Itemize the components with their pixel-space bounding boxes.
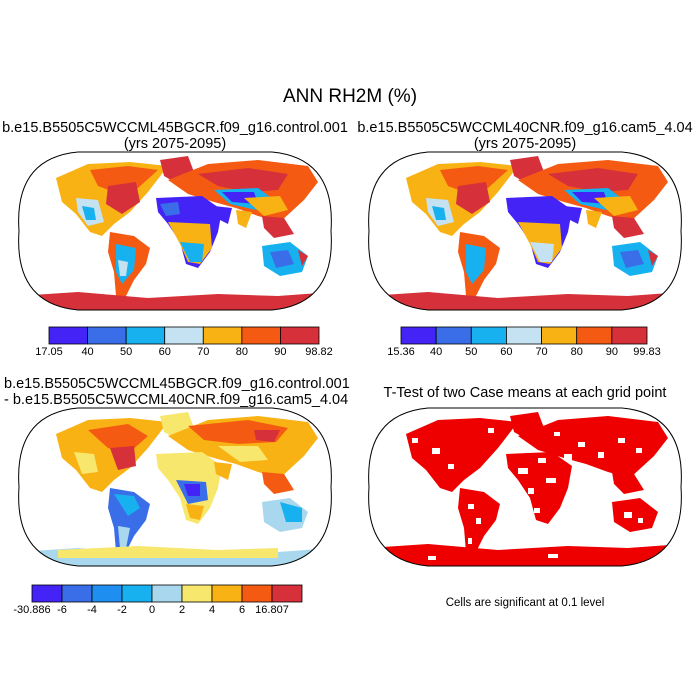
colorbar-swatch bbox=[61, 584, 93, 603]
colorbar-tick-label: 15.36 bbox=[387, 346, 415, 358]
australia-region bbox=[612, 498, 658, 532]
colorbar-tick-label: 80 bbox=[236, 346, 248, 358]
colorbar-swatch bbox=[611, 326, 648, 345]
panel1-field bbox=[18, 152, 332, 310]
colorbar-tick-label: 6 bbox=[239, 604, 245, 616]
south-america-region bbox=[108, 488, 150, 556]
colorbar-swatch bbox=[121, 584, 153, 603]
panel4-title: T-Test of two Case means at each grid po… bbox=[350, 385, 700, 401]
colorbar-swatch bbox=[241, 326, 281, 345]
colorbar-swatch bbox=[211, 584, 243, 603]
panel3-map bbox=[18, 407, 332, 567]
colorbar-tick-label: 40 bbox=[430, 346, 442, 358]
panel1-title-line2: (yrs 2075-2095) bbox=[123, 136, 227, 152]
colorbar-swatch bbox=[31, 584, 63, 603]
colorbar-swatch bbox=[48, 326, 88, 345]
colorbar-swatch bbox=[506, 326, 542, 345]
colorbar-swatch bbox=[164, 326, 204, 345]
colorbar-swatch bbox=[435, 326, 472, 345]
non-significant-patches bbox=[412, 428, 643, 560]
panel3-field bbox=[18, 408, 332, 566]
panel2-title: b.e15.B5505C5WCCML40CNR.f09_g16.cam5_4.0… bbox=[350, 120, 700, 152]
colorbar-tick-label: 99.83 bbox=[633, 346, 661, 358]
colorbar-tick-label: -30.886 bbox=[13, 604, 50, 616]
colorbar-swatch bbox=[151, 584, 183, 603]
north-america-region bbox=[406, 418, 518, 492]
colorbar-tick-label: 17.05 bbox=[35, 346, 63, 358]
panel4-title-line1: T-Test of two Case means at each grid po… bbox=[383, 385, 667, 401]
figure-title: ANN RH2M (%) bbox=[282, 86, 418, 107]
panel1-colorbar: 17.05 40 50 60 70 80 90 98.82 bbox=[35, 326, 333, 358]
panel3-title-line2: - b.e15.B5505C5WCCML40CNR.f09_g16.cam5_4… bbox=[4, 392, 349, 408]
colorbar-swatch bbox=[470, 326, 507, 345]
panel2-map bbox=[368, 151, 682, 311]
colorbar-swatch bbox=[87, 326, 127, 345]
colorbar-tick-label: 16.807 bbox=[255, 604, 289, 616]
colorbar-tick-label: -6 bbox=[57, 604, 67, 616]
panel1-map bbox=[18, 151, 332, 311]
colorbar-tick-label: 90 bbox=[606, 346, 618, 358]
colorbar-tick-label: 70 bbox=[535, 346, 547, 358]
colorbar-tick-label: 98.82 bbox=[305, 346, 333, 358]
antarctica-region bbox=[368, 544, 682, 566]
panel4-field bbox=[368, 408, 682, 566]
colorbar-swatch bbox=[400, 326, 437, 345]
colorbar-tick-label: 90 bbox=[274, 346, 286, 358]
colorbar-tick-label: -4 bbox=[87, 604, 97, 616]
colorbar-swatch bbox=[576, 326, 613, 345]
panel3-colorbar: -30.886 -6 -4 -2 0 2 4 6 16.807 bbox=[13, 584, 303, 616]
significance-note: Cells are significant at 0.1 level bbox=[445, 597, 605, 609]
panel2-title-line2: (yrs 2075-2095) bbox=[473, 136, 577, 152]
colorbar-swatch bbox=[241, 584, 273, 603]
colorbar-swatch bbox=[91, 584, 123, 603]
antarctica-region bbox=[18, 292, 332, 310]
colorbar-swatch bbox=[125, 326, 166, 345]
colorbar-tick-label: 4 bbox=[209, 604, 215, 616]
colorbar-swatch bbox=[271, 584, 303, 603]
colorbar-tick-label: 40 bbox=[81, 346, 93, 358]
panel3-title: b.e15.B5505C5WCCML45BGCR.f09_g16.control… bbox=[4, 376, 350, 408]
eurasia-region bbox=[518, 416, 668, 478]
antarctica-region bbox=[368, 292, 682, 310]
panel1-title-line1: b.e15.B5505C5WCCML45BGCR.f09_g16.control… bbox=[2, 120, 348, 136]
colorbar-tick-label: 80 bbox=[571, 346, 583, 358]
panel2-title-line1: b.e15.B5505C5WCCML40CNR.f09_g16.cam5_4.0… bbox=[357, 120, 693, 136]
panel1-title: b.e15.B5505C5WCCML45BGCR.f09_g16.control… bbox=[0, 120, 350, 152]
panel2-colorbar: 15.36 40 50 60 70 80 90 99.83 bbox=[387, 326, 661, 358]
colorbar-swatch bbox=[280, 326, 320, 345]
colorbar-swatch bbox=[202, 326, 243, 345]
colorbar-tick-label: 70 bbox=[197, 346, 209, 358]
colorbar-tick-label: 50 bbox=[465, 346, 477, 358]
colorbar-swatch bbox=[181, 584, 213, 603]
panel3-title-line1: b.e15.B5505C5WCCML45BGCR.f09_g16.control… bbox=[4, 376, 350, 392]
colorbar-tick-label: 0 bbox=[149, 604, 155, 616]
colorbar-tick-label: 2 bbox=[179, 604, 185, 616]
colorbar-tick-label: 50 bbox=[120, 346, 132, 358]
colorbar-tick-label: -2 bbox=[117, 604, 127, 616]
colorbar-tick-label: 60 bbox=[159, 346, 171, 358]
panel4-map bbox=[368, 407, 682, 567]
panel2-field bbox=[368, 152, 682, 310]
colorbar-swatch bbox=[541, 326, 578, 345]
colorbar-tick-label: 60 bbox=[500, 346, 512, 358]
